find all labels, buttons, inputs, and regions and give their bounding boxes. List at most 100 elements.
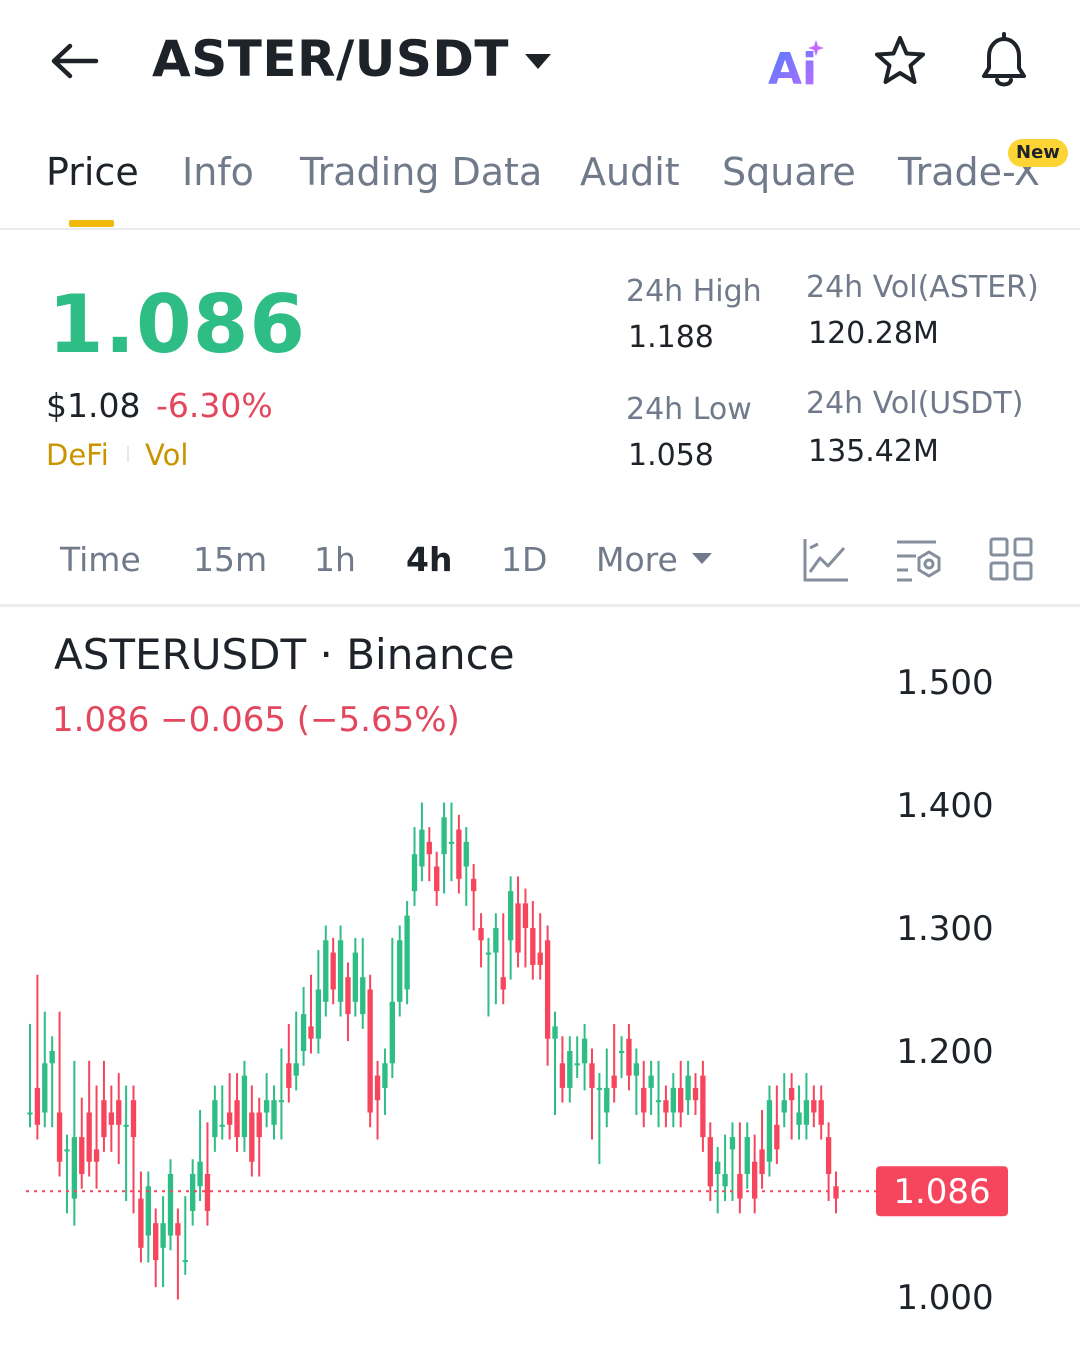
tag-vol[interactable]: Vol bbox=[145, 438, 189, 472]
candle-body bbox=[729, 1137, 736, 1150]
favorite-button[interactable] bbox=[870, 32, 930, 92]
tab-audit[interactable]: Audit bbox=[580, 150, 680, 194]
candle-body bbox=[263, 1100, 270, 1113]
candle-body bbox=[212, 1100, 218, 1138]
candle-body bbox=[138, 1198, 144, 1248]
candle-body bbox=[86, 1112, 92, 1162]
candle-body bbox=[700, 1075, 706, 1138]
candle-body bbox=[663, 1100, 669, 1113]
candle-body bbox=[633, 1063, 640, 1076]
candle-body bbox=[219, 1124, 225, 1127]
tab-info[interactable]: Info bbox=[182, 150, 254, 194]
candle-body bbox=[234, 1100, 240, 1138]
candle-body bbox=[190, 1174, 196, 1211]
candle-body bbox=[818, 1100, 824, 1125]
chart-change: 1.086 −0.065 (−5.65%) bbox=[52, 700, 460, 740]
candle-body bbox=[589, 1063, 595, 1088]
layout-button[interactable] bbox=[988, 536, 1034, 582]
candle-body bbox=[167, 1174, 174, 1236]
candle-body bbox=[522, 903, 529, 928]
candle-body bbox=[419, 829, 425, 867]
candle-body bbox=[811, 1100, 817, 1113]
timeframe-time[interactable]: Time bbox=[60, 540, 141, 579]
divider bbox=[0, 604, 1080, 607]
candle-body bbox=[781, 1100, 787, 1113]
candle-body bbox=[581, 1038, 588, 1064]
candle-body bbox=[648, 1075, 654, 1088]
candle-body bbox=[515, 903, 521, 953]
y-axis-tick: 1.200 bbox=[896, 1032, 993, 1072]
candle-body bbox=[774, 1124, 780, 1150]
tag-separator bbox=[127, 446, 129, 462]
candle-body bbox=[759, 1149, 765, 1174]
indicators-button[interactable] bbox=[800, 536, 850, 584]
candle-body bbox=[500, 977, 506, 990]
tab-price[interactable]: Price bbox=[46, 150, 139, 194]
candle-body bbox=[411, 854, 418, 892]
candle-body bbox=[707, 1137, 713, 1187]
candle-body bbox=[596, 1087, 603, 1090]
y-axis-tick: 1.000 bbox=[896, 1278, 993, 1318]
candle-body bbox=[463, 841, 469, 867]
low-value: 1.058 bbox=[628, 438, 714, 473]
grid-icon bbox=[989, 537, 1033, 581]
vol-base-value: 120.28M bbox=[808, 316, 939, 351]
chart-symbol: ASTERUSDT · Binance bbox=[54, 630, 515, 679]
candle-body bbox=[478, 928, 484, 941]
candle-body bbox=[382, 1063, 388, 1088]
pair-selector[interactable]: ASTER/USDT bbox=[152, 30, 551, 88]
timeframe-4h[interactable]: 4h bbox=[406, 540, 453, 579]
low-label: 24h Low bbox=[626, 392, 752, 427]
candle-body bbox=[618, 1051, 625, 1053]
ai-icon: Ai bbox=[768, 40, 824, 95]
vol-quote-label: 24h Vol(USDT) bbox=[806, 386, 1024, 421]
timeframe-1d[interactable]: 1D bbox=[501, 540, 548, 579]
candle-body bbox=[685, 1075, 691, 1101]
candle-body bbox=[315, 989, 322, 1039]
candle-body bbox=[678, 1087, 684, 1113]
candle-body bbox=[715, 1161, 721, 1174]
chart-settings-button[interactable] bbox=[894, 536, 944, 584]
candle-body bbox=[604, 1087, 610, 1113]
candle-body bbox=[567, 1051, 573, 1088]
candle-body bbox=[34, 1087, 41, 1125]
divider bbox=[0, 228, 1080, 230]
candle-body bbox=[123, 1124, 129, 1127]
active-tab-indicator bbox=[69, 220, 114, 227]
candle-body bbox=[286, 1063, 292, 1088]
price-change-percent: -6.30% bbox=[156, 386, 273, 425]
candle-body bbox=[389, 1001, 395, 1064]
candle-body bbox=[670, 1087, 676, 1113]
candle-body bbox=[197, 1161, 203, 1187]
candle-body bbox=[825, 1137, 832, 1174]
candle-body bbox=[722, 1174, 728, 1187]
timeframe-more[interactable]: More bbox=[596, 540, 678, 579]
candle-body bbox=[49, 1051, 55, 1064]
candle-body bbox=[471, 878, 477, 892]
candle-body bbox=[507, 891, 514, 941]
y-axis-tick: 1.300 bbox=[896, 909, 993, 949]
tab-trading-data[interactable]: Trading Data bbox=[300, 150, 543, 194]
timeframe-1h[interactable]: 1h bbox=[314, 540, 356, 579]
back-button[interactable] bbox=[44, 30, 108, 94]
alert-button[interactable] bbox=[974, 30, 1034, 92]
tab-bar: Price Info Trading Data Audit Square Tra… bbox=[0, 140, 1080, 228]
y-axis-tick: 1.400 bbox=[896, 786, 993, 826]
candle-body bbox=[300, 1014, 307, 1051]
candle-body bbox=[278, 1100, 285, 1103]
settings-list-icon bbox=[897, 540, 941, 582]
star-icon bbox=[875, 36, 925, 84]
candle-body bbox=[27, 1112, 33, 1115]
timeframe-15m[interactable]: 15m bbox=[193, 540, 268, 579]
candlestick-chart[interactable]: 1.500 1.400 1.300 1.200 1.000 1.086 bbox=[0, 610, 1080, 1371]
tag-defi[interactable]: DeFi bbox=[46, 438, 109, 472]
candle-body bbox=[737, 1174, 743, 1199]
line-chart-icon bbox=[803, 539, 848, 582]
current-price-tag bbox=[876, 1166, 1008, 1217]
candle-body bbox=[204, 1174, 211, 1211]
pair-title: ASTER/USDT bbox=[152, 30, 509, 88]
candle-body bbox=[456, 829, 462, 879]
last-price: 1.086 bbox=[48, 278, 307, 371]
ai-assistant-button[interactable]: Ai bbox=[766, 38, 828, 95]
tab-square[interactable]: Square bbox=[722, 150, 856, 194]
